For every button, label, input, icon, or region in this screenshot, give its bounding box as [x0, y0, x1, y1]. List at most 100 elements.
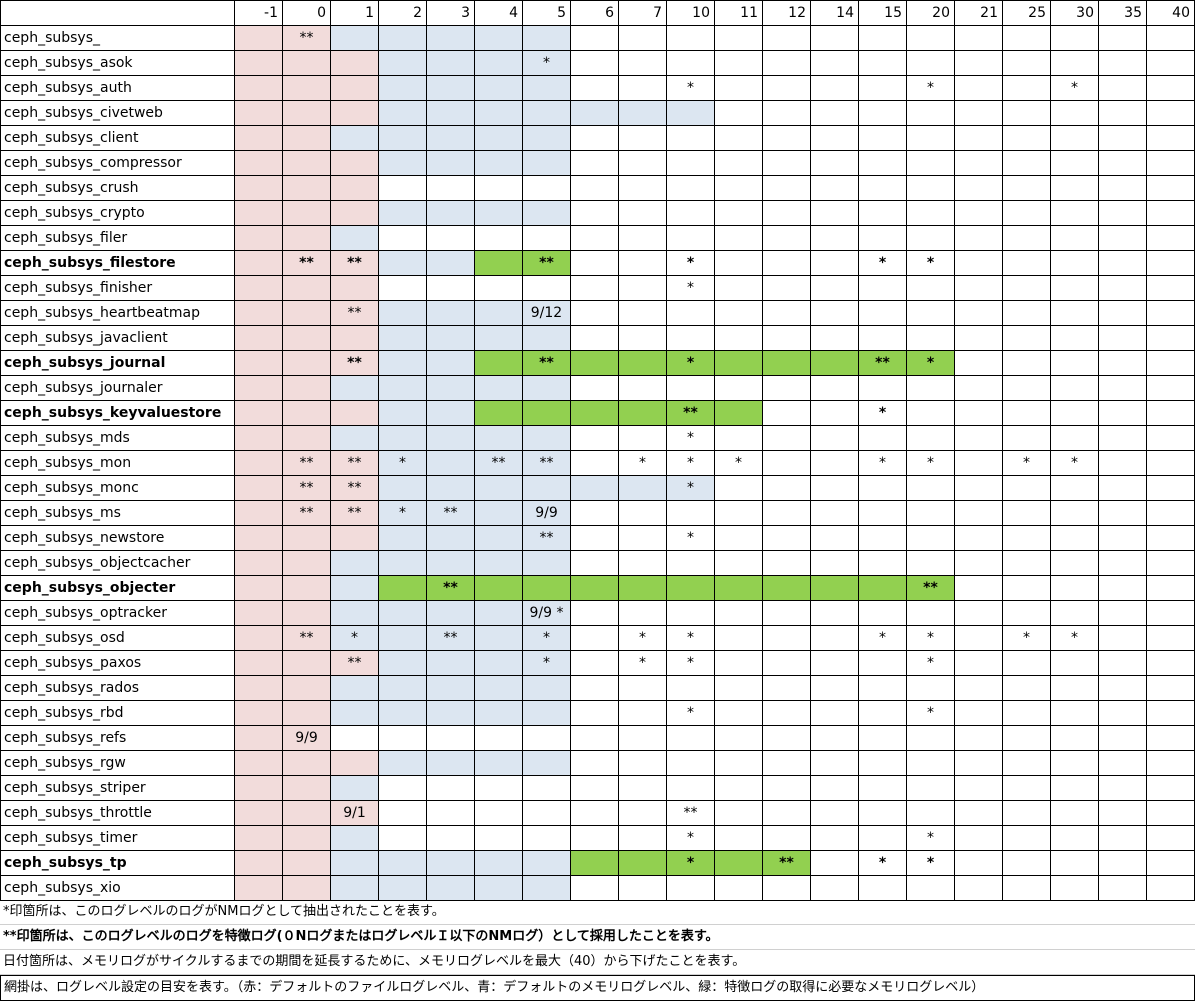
level-cell [810, 425, 859, 451]
level-cell [810, 775, 859, 801]
level-cell [858, 675, 907, 701]
level-cell [810, 800, 859, 826]
level-cell [1098, 625, 1147, 651]
level-cell [858, 225, 907, 251]
level-cell [618, 275, 667, 301]
level-cell [954, 825, 1003, 851]
level-header: 6 [570, 0, 619, 26]
level-cell [810, 550, 859, 576]
subsys-name: ceph_subsys_finisher [0, 275, 235, 301]
level-cell [762, 250, 811, 276]
level-cell [282, 175, 331, 201]
level-cell [714, 875, 763, 901]
level-cell [714, 525, 763, 551]
level-cell [714, 825, 763, 851]
level-cell [714, 175, 763, 201]
level-cell [858, 175, 907, 201]
level-cell [378, 700, 427, 726]
subsys-name: ceph_subsys_crypto [0, 200, 235, 226]
table-row: ceph_subsys_rados [0, 675, 1195, 701]
level-cell [666, 25, 715, 51]
level-cell: * [522, 50, 571, 76]
level-cell [906, 50, 955, 76]
level-cell [330, 75, 379, 101]
table-row: ceph_subsys_ms ** ** * ** 9/9 [0, 500, 1195, 526]
level-cell [474, 775, 523, 801]
subsys-name: ceph_subsys_ [0, 25, 235, 51]
level-cell [1146, 650, 1195, 676]
level-cell [1146, 275, 1195, 301]
level-cell [282, 650, 331, 676]
level-cell [1050, 525, 1099, 551]
level-cell [858, 200, 907, 226]
level-cell [1050, 100, 1099, 126]
level-cell [474, 750, 523, 776]
level-cell [378, 750, 427, 776]
level-cell [858, 275, 907, 301]
level-cell [282, 150, 331, 176]
level-cell [1002, 850, 1051, 876]
table-row: ceph_subsys_objectcacher [0, 550, 1195, 576]
level-header: -1 [234, 0, 283, 26]
level-cell [1002, 275, 1051, 301]
subsys-name: ceph_subsys_asok [0, 50, 235, 76]
level-cell [474, 425, 523, 451]
level-cell: 9/1 [330, 800, 379, 826]
level-cell [762, 650, 811, 676]
level-cell [1098, 200, 1147, 226]
level-cell [1098, 525, 1147, 551]
level-cell [1146, 200, 1195, 226]
level-cell [282, 400, 331, 426]
level-cell [666, 600, 715, 626]
level-cell: ** [426, 575, 475, 601]
level-cell [330, 825, 379, 851]
level-cell [1002, 550, 1051, 576]
level-cell [330, 750, 379, 776]
level-cell [762, 50, 811, 76]
level-cell: * [858, 850, 907, 876]
level-cell [810, 825, 859, 851]
level-cell [426, 75, 475, 101]
level-cell [570, 750, 619, 776]
note-line: *印箇所は、このログレベルのログがNMログとして抽出されたことを表す。 [0, 900, 1195, 925]
level-cell [522, 550, 571, 576]
level-cell [762, 575, 811, 601]
level-cell [570, 875, 619, 901]
level-cell [282, 225, 331, 251]
level-cell [378, 300, 427, 326]
level-cell [522, 700, 571, 726]
subsys-name: ceph_subsys_javaclient [0, 325, 235, 351]
level-header: 5 [522, 0, 571, 26]
subsys-name: ceph_subsys_newstore [0, 525, 235, 551]
level-cell [426, 250, 475, 276]
level-cell [1146, 600, 1195, 626]
table-row: ceph_subsys_mon ** ** * ** ** * * * * * * * [0, 450, 1195, 476]
table-row: ceph_subsys_optracker 9/9 * [0, 600, 1195, 626]
level-cell [570, 150, 619, 176]
level-cell [1146, 575, 1195, 601]
level-cell [426, 425, 475, 451]
level-cell [426, 25, 475, 51]
level-cell [282, 525, 331, 551]
level-cell [810, 700, 859, 726]
level-cell [1098, 800, 1147, 826]
level-cell [1002, 200, 1051, 226]
level-cell [474, 50, 523, 76]
level-cell [282, 325, 331, 351]
level-cell [618, 100, 667, 126]
level-cell [234, 550, 283, 576]
level-cell [1146, 775, 1195, 801]
level-cell [1098, 75, 1147, 101]
level-cell [1050, 300, 1099, 326]
level-cell [906, 800, 955, 826]
level-cell [570, 625, 619, 651]
level-cell [234, 50, 283, 76]
level-cell [666, 225, 715, 251]
level-cell [762, 150, 811, 176]
level-cell [1002, 800, 1051, 826]
level-cell [906, 25, 955, 51]
level-cell: ** [426, 500, 475, 526]
level-cell [426, 725, 475, 751]
level-cell [330, 600, 379, 626]
level-cell: * [906, 625, 955, 651]
